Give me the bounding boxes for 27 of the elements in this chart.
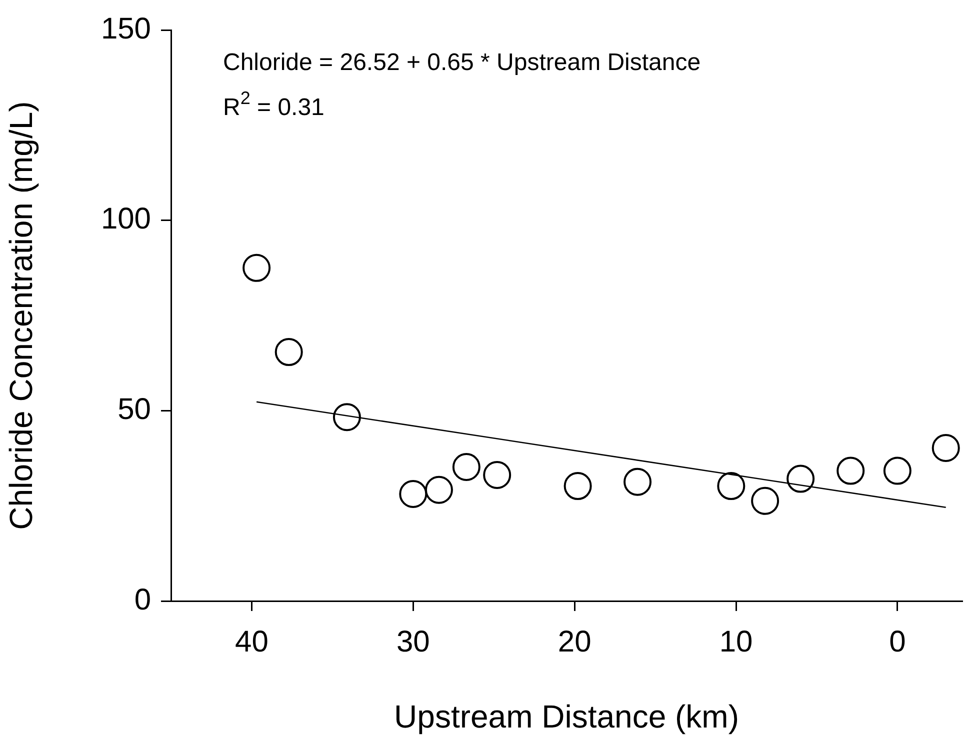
point: [483, 461, 512, 489]
y-tick-label: 100: [100, 202, 151, 236]
y-tick-label: 150: [100, 12, 151, 46]
point: [452, 453, 480, 482]
x-tick-label: 30: [396, 625, 430, 658]
x-tick-label: 0: [889, 625, 906, 658]
point: [836, 456, 865, 485]
y-tick-label: 0: [134, 583, 151, 616]
x-tick-label: 10: [719, 625, 753, 658]
point: [274, 338, 303, 366]
point: [717, 472, 746, 500]
x-tick-label: 20: [558, 625, 592, 658]
point: [932, 434, 960, 462]
point: [883, 456, 912, 485]
x-axis-title: Upstream Distance (km): [394, 698, 739, 735]
point: [399, 480, 428, 508]
point: [786, 464, 815, 493]
point: [242, 254, 271, 282]
point: [624, 468, 652, 496]
point: [564, 472, 592, 500]
point: [424, 476, 453, 504]
y-axis-title: Chloride Concentration (mg/L): [3, 101, 40, 530]
x-tick-label: 40: [235, 625, 268, 658]
point: [332, 403, 361, 432]
point: [751, 486, 780, 515]
annotation: Chloride = 26.52 + 0.65 * Upstream Distance: [223, 49, 701, 76]
y-tick-label: 50: [118, 392, 151, 426]
